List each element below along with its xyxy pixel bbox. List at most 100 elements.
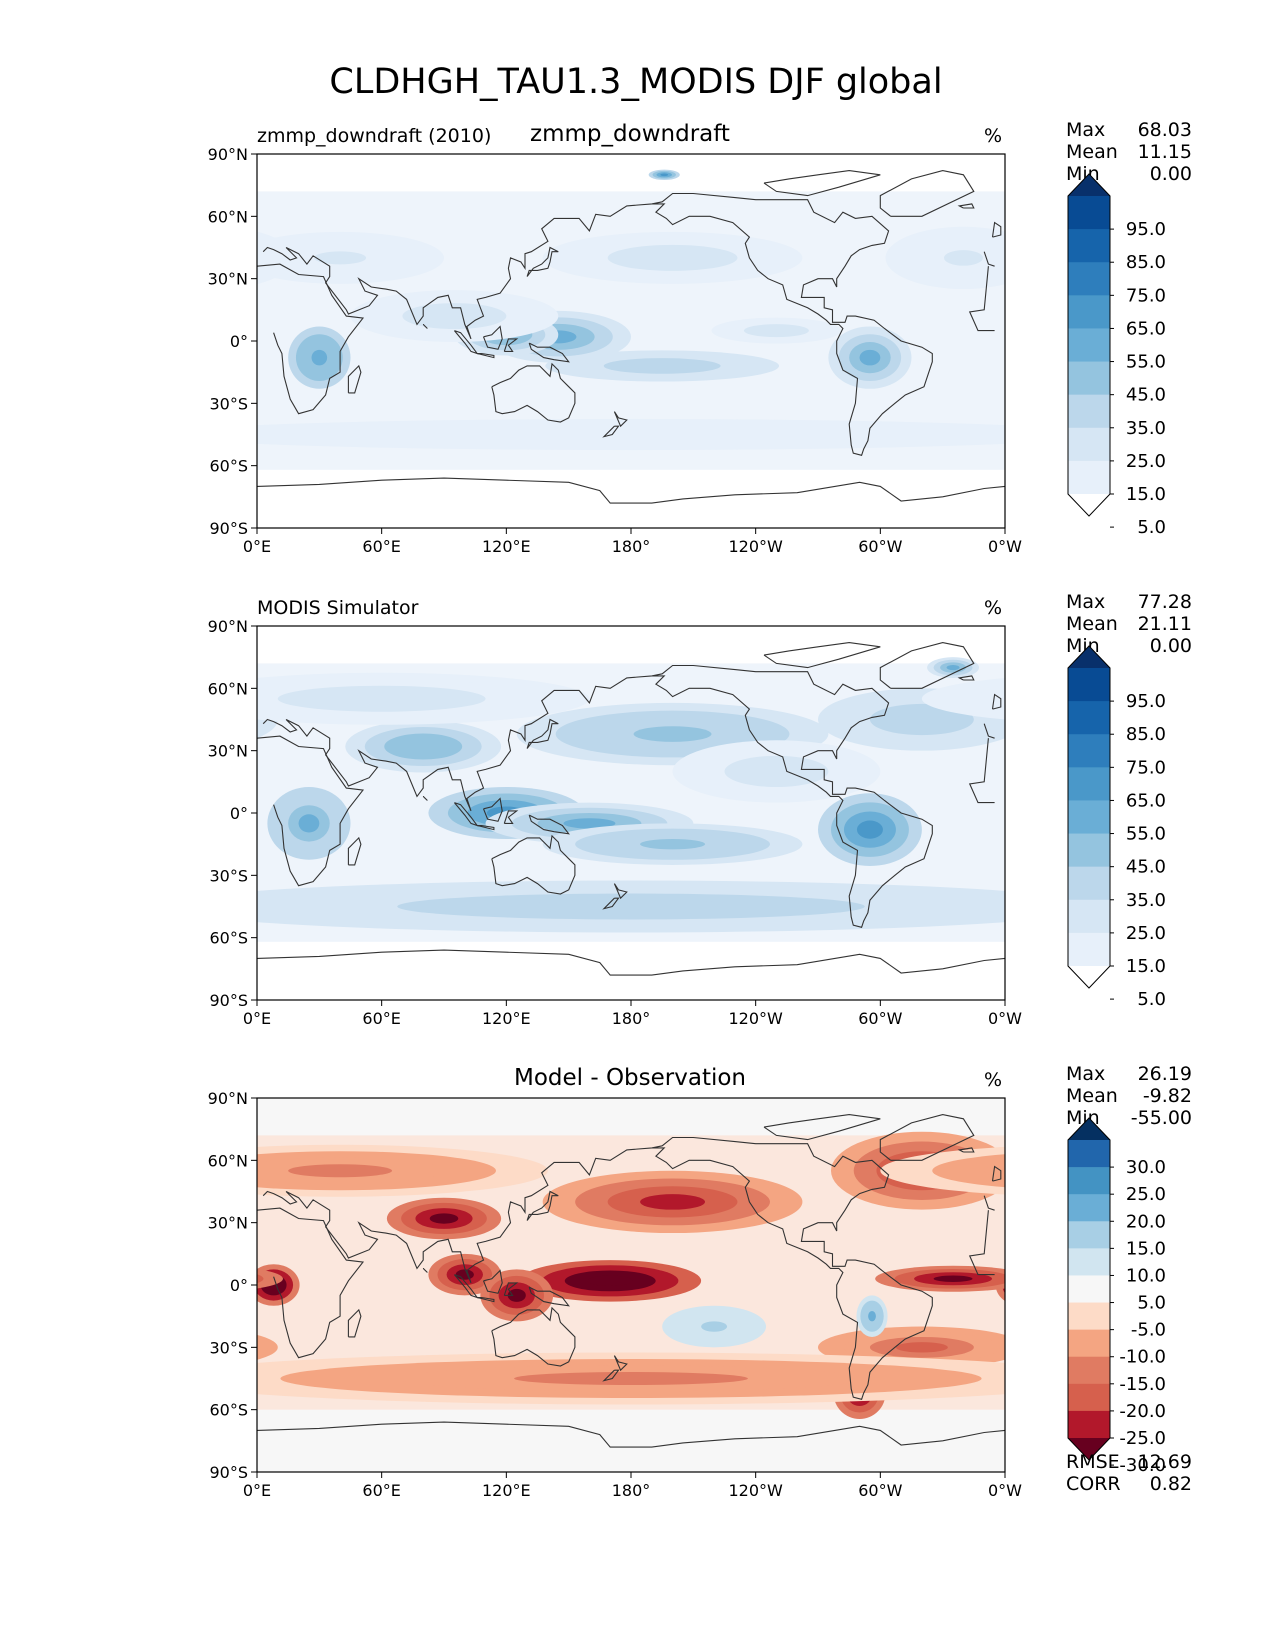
colorbar-bin bbox=[1068, 668, 1110, 702]
colorbar-bin bbox=[1068, 1221, 1110, 1249]
contour-region bbox=[428, 309, 481, 323]
contour-region bbox=[0, 350, 31, 381]
lon-tick-label: 60°W bbox=[858, 1009, 902, 1028]
colorbar-tick-label: 5.0 bbox=[1137, 989, 1166, 1010]
lon-tick-label: 60°W bbox=[858, 537, 902, 556]
contour-region bbox=[288, 1164, 393, 1178]
contour-region bbox=[96, 811, 148, 847]
contour-region bbox=[186, 1276, 225, 1282]
lat-tick-label: 90°S bbox=[209, 1463, 248, 1482]
contour-region bbox=[514, 900, 748, 913]
contour-region bbox=[0, 1171, 54, 1233]
coastline bbox=[477, 824, 495, 831]
colorbar-tick-label: 75.0 bbox=[1126, 285, 1166, 306]
lon-tick-label: 120°W bbox=[728, 1009, 783, 1028]
contour-region bbox=[1265, 703, 1275, 765]
contour-region bbox=[12, 327, 44, 333]
coastline bbox=[491, 362, 576, 423]
coastline bbox=[262, 664, 995, 928]
contour-region bbox=[1234, 803, 1275, 845]
colorbar-bin bbox=[1068, 866, 1110, 901]
contour-region bbox=[0, 1179, 22, 1226]
coastline bbox=[526, 246, 559, 277]
contour-region bbox=[96, 696, 252, 743]
lon-tick-label: 0°E bbox=[243, 537, 271, 556]
contour-region bbox=[83, 802, 161, 857]
colorbar-tick-label: -10.0 bbox=[1119, 1347, 1166, 1368]
contour-region bbox=[257, 231, 294, 285]
colorbar-tick-label: 15.0 bbox=[1126, 1238, 1166, 1259]
colorbar-extension-bottom bbox=[1068, 1438, 1110, 1460]
field-layer bbox=[0, 1131, 1275, 1420]
contour-region bbox=[1204, 1269, 1222, 1279]
footer-stats: RMSE 12.69 CORR 0.82 bbox=[1066, 1451, 1192, 1495]
contour-region bbox=[257, 1154, 265, 1187]
lon-tick-label: 180° bbox=[612, 537, 651, 556]
lat-tick-label: 90°N bbox=[208, 145, 248, 164]
contour-region bbox=[0, 711, 41, 758]
contour-region bbox=[1267, 1260, 1275, 1302]
contour-region bbox=[1256, 1289, 1274, 1302]
contour-region bbox=[80, 326, 163, 388]
lat-tick-label: 60°N bbox=[208, 1151, 248, 1170]
contour-region bbox=[186, 660, 225, 676]
colorbar-tick-label: 35.0 bbox=[1126, 890, 1166, 911]
contour-region bbox=[1047, 814, 1068, 832]
contour-region bbox=[587, 1275, 633, 1287]
contour-region bbox=[0, 232, 54, 284]
contour-region bbox=[640, 251, 706, 265]
contour-region bbox=[1262, 431, 1275, 439]
colorbar-bin bbox=[1068, 932, 1110, 967]
coastline bbox=[347, 1308, 362, 1338]
contour-region bbox=[563, 818, 616, 829]
stat-min-value: 0.00 bbox=[1150, 635, 1192, 657]
lon-tick-label: 120°E bbox=[482, 1481, 531, 1500]
contour-region bbox=[151, 1161, 196, 1180]
colorbar-bin bbox=[1068, 1194, 1110, 1222]
lon-tick-label: 0°E bbox=[243, 1009, 271, 1028]
lat-tick-label: 30°N bbox=[208, 1214, 248, 1233]
coastline bbox=[262, 192, 995, 456]
coastline bbox=[602, 425, 620, 438]
colorbar-tick-label: 45.0 bbox=[1126, 385, 1166, 406]
contour-region bbox=[199, 665, 212, 670]
contour-region bbox=[660, 173, 669, 177]
stat-mean-value: -9.82 bbox=[1143, 1085, 1192, 1107]
contour-region bbox=[0, 427, 117, 443]
coastline bbox=[422, 1268, 428, 1273]
contour-region bbox=[403, 740, 443, 754]
lat-tick-label: 30°S bbox=[209, 866, 248, 885]
colorbar-bin bbox=[1068, 328, 1110, 363]
lon-tick-label: 60°W bbox=[858, 1481, 902, 1500]
colorbar-tick-label: 45.0 bbox=[1126, 857, 1166, 878]
axis-ticks: 90°N 60°N 30°N 0° 30°S 60°S 90°S0°E 60°E 120°E 18… bbox=[208, 145, 1023, 556]
axis-ticks: 90°N 60°N 30°N 0° 30°S 60°S 90°S0°E 60°E 120°E 18… bbox=[208, 1089, 1023, 1500]
coastline bbox=[257, 477, 1005, 504]
coastline bbox=[491, 834, 576, 895]
coastline bbox=[491, 1306, 576, 1367]
colorbar-bin bbox=[1068, 734, 1110, 768]
coastline bbox=[991, 1165, 1002, 1182]
panel-units: % bbox=[984, 1069, 1002, 1091]
coastline bbox=[613, 1355, 628, 1372]
contour-region bbox=[0, 1311, 5, 1342]
colorbar-bin bbox=[1068, 196, 1110, 230]
coastline bbox=[526, 718, 559, 749]
contour-region bbox=[1176, 310, 1228, 323]
colorbar-bin bbox=[1068, 701, 1110, 735]
contour-region bbox=[314, 251, 367, 265]
coastline bbox=[347, 836, 362, 866]
lon-tick-label: 120°W bbox=[728, 1481, 783, 1500]
colorbar-tick-label: 25.0 bbox=[1126, 923, 1166, 944]
corr-value: 0.82 bbox=[1150, 1473, 1192, 1495]
lon-tick-label: 120°E bbox=[482, 1009, 531, 1028]
contour-region bbox=[1252, 317, 1275, 356]
contour-region bbox=[0, 829, 22, 860]
contour-region bbox=[750, 763, 803, 780]
colorbar-tick-label: 85.0 bbox=[1126, 724, 1166, 745]
contour-region bbox=[701, 1321, 728, 1332]
colorbar-tick-label: 35.0 bbox=[1126, 418, 1166, 439]
coastline bbox=[528, 814, 570, 835]
contour-region bbox=[99, 1380, 125, 1406]
contour-region bbox=[192, 662, 218, 672]
